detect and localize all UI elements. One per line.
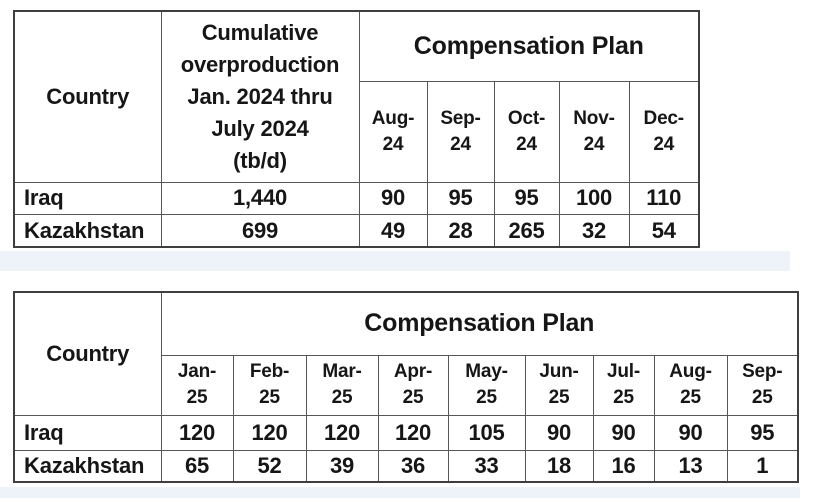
overproduction-cell: 699	[160, 213, 360, 248]
value-cell: 39	[305, 449, 379, 483]
table-row: Iraq 120 120 120 120 105 90 90 90 95	[13, 414, 799, 451]
value-cell: 90	[358, 181, 428, 215]
month-header: Sep- 25	[726, 354, 799, 416]
value-cell: 49	[358, 213, 428, 248]
highlight-strip	[0, 487, 800, 498]
overproduction-column-header: Cumulative overproduction Jan. 2024 thru…	[160, 10, 360, 183]
value-cell: 100	[558, 181, 630, 215]
value-cell: 32	[558, 213, 630, 248]
overproduction-cell: 1,440	[160, 181, 360, 215]
compensation-plan-header: Compensation Plan	[358, 10, 700, 82]
value-cell: 36	[377, 449, 449, 483]
month-header: May- 25	[447, 354, 526, 416]
country-cell: Kazakhstan	[13, 213, 162, 248]
month-header: Sep- 24	[426, 80, 495, 183]
value-cell: 33	[447, 449, 526, 483]
table-row: Aug- 24 Sep- 24 Oct- 24 Nov- 24 Dec- 24	[14, 80, 700, 183]
month-header: Oct- 24	[493, 80, 560, 183]
month-header: Aug- 24	[358, 80, 428, 183]
value-cell: 120	[377, 414, 449, 451]
country-cell: Iraq	[13, 181, 162, 215]
table-row: Iraq 1,440 90 95 95 100 110	[13, 181, 700, 215]
value-cell: 54	[628, 213, 700, 248]
value-cell: 65	[160, 449, 234, 483]
value-cell: 120	[232, 414, 307, 451]
compensation-plan-header: Compensation Plan	[160, 291, 799, 356]
month-header: Nov- 24	[558, 80, 630, 183]
highlight-strip	[0, 251, 790, 271]
month-header: Mar- 25	[305, 354, 379, 416]
table-row: Country Compensation Plan	[13, 291, 799, 416]
compensation-table-2024: Country Cumulative overproduction Jan. 2…	[13, 10, 700, 248]
value-cell: 120	[160, 414, 234, 451]
country-cell: Iraq	[13, 414, 162, 451]
table-row: Kazakhstan 699 49 28 265 32 54	[13, 213, 700, 248]
value-cell: 95	[493, 181, 560, 215]
country-column-header: Country	[13, 10, 162, 183]
month-header: Jun- 25	[524, 354, 594, 416]
value-cell: 52	[232, 449, 307, 483]
value-cell: 95	[426, 181, 495, 215]
value-cell: 18	[524, 449, 594, 483]
month-header: Jul- 25	[592, 354, 655, 416]
value-cell: 95	[726, 414, 799, 451]
value-cell: 105	[447, 414, 526, 451]
month-header: Aug- 25	[653, 354, 728, 416]
value-cell: 1	[726, 449, 799, 483]
country-cell: Kazakhstan	[13, 449, 162, 483]
table-row: Jan- 25 Feb- 25 Mar- 25 Apr- 25 May- 25 Jun- 2…	[14, 354, 799, 416]
table-row: Kazakhstan 65 52 39 36 33 18 16 13 1	[13, 449, 799, 483]
month-header: Jan- 25	[160, 354, 234, 416]
month-header: Feb- 25	[232, 354, 307, 416]
month-header: Dec- 24	[628, 80, 700, 183]
month-header: Apr- 25	[377, 354, 449, 416]
compensation-table-2025: Country Compensation Plan Jan- 25 Feb- 25 …	[13, 291, 799, 483]
table-row: Country Cumulative overproduction Jan. 2…	[13, 10, 700, 183]
value-cell: 90	[592, 414, 655, 451]
value-cell: 120	[305, 414, 379, 451]
value-cell: 28	[426, 213, 495, 248]
value-cell: 90	[653, 414, 728, 451]
value-cell: 90	[524, 414, 594, 451]
value-cell: 265	[493, 213, 560, 248]
value-cell: 16	[592, 449, 655, 483]
value-cell: 110	[628, 181, 700, 215]
value-cell: 13	[653, 449, 728, 483]
country-column-header: Country	[13, 291, 162, 416]
